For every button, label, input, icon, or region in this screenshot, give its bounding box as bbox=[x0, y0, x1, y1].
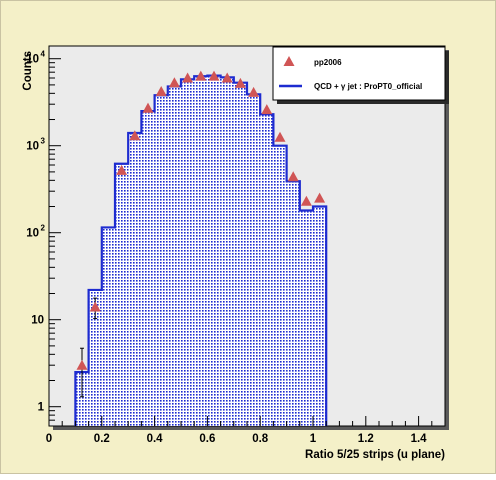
histogram-bar bbox=[75, 372, 89, 426]
histogram-bar bbox=[299, 210, 313, 426]
data-point-marker bbox=[300, 195, 312, 206]
x-tick-label: 1 bbox=[310, 433, 317, 445]
x-tick-label: 0.6 bbox=[199, 433, 215, 445]
histogram-bar bbox=[207, 75, 221, 426]
histogram-bar bbox=[286, 181, 300, 426]
data-point-marker bbox=[155, 85, 167, 96]
y-tick-exponent: 3 bbox=[41, 137, 46, 146]
data-point-marker bbox=[142, 102, 154, 113]
legend-label-pp2006: pp2006 bbox=[314, 58, 342, 67]
histogram-bar bbox=[141, 111, 155, 426]
histogram-bar bbox=[101, 227, 115, 426]
x-axis-label: Ratio 5/25 strips (u plane) bbox=[305, 449, 445, 461]
data-point-marker bbox=[274, 131, 286, 142]
histogram-bar bbox=[128, 132, 142, 426]
data-point-marker bbox=[221, 72, 233, 83]
y-tick-label: 10 bbox=[26, 141, 39, 153]
data-point-marker bbox=[248, 86, 260, 97]
data-point-marker bbox=[195, 70, 207, 81]
data-point-marker bbox=[234, 77, 246, 88]
x-tick-label: 1.4 bbox=[411, 433, 428, 445]
histogram-bar bbox=[167, 86, 181, 426]
histogram-bar bbox=[154, 95, 168, 427]
x-tick-label: 0.4 bbox=[147, 433, 164, 445]
y-tick-exponent: 2 bbox=[41, 224, 46, 233]
histogram-bar bbox=[233, 82, 247, 426]
data-point-marker bbox=[76, 359, 88, 370]
data-point-marker bbox=[168, 77, 180, 88]
y-tick-label: 10 bbox=[31, 315, 44, 327]
y-tick-exponent: 4 bbox=[41, 50, 46, 59]
legend: pp2006 QCD + γ jet : ProPT0_official bbox=[272, 46, 449, 104]
histogram-bar bbox=[115, 163, 129, 426]
data-point-marker bbox=[208, 70, 220, 81]
histogram-bar bbox=[260, 114, 274, 427]
y-tick-label: 1 bbox=[38, 402, 45, 414]
data-point-marker bbox=[116, 164, 128, 175]
x-tick-label: 0.2 bbox=[94, 433, 110, 445]
data-point-marker bbox=[314, 192, 326, 203]
legend-label-qcd: QCD + γ jet : ProPT0_official bbox=[314, 82, 422, 91]
histogram-bar bbox=[220, 77, 234, 426]
histogram-bar bbox=[273, 145, 287, 426]
histogram-bar bbox=[313, 206, 327, 426]
x-tick-label: 1.2 bbox=[358, 433, 374, 445]
data-point-marker bbox=[261, 104, 273, 115]
histogram-layer bbox=[74, 74, 328, 427]
legend-triangle-marker bbox=[283, 56, 295, 66]
histogram-bar bbox=[194, 76, 208, 426]
y-tick-label: 10 bbox=[26, 54, 39, 66]
histogram-bar bbox=[88, 289, 102, 426]
y-axis-label: Counts bbox=[22, 51, 34, 91]
data-point-marker bbox=[89, 301, 101, 312]
legend-box bbox=[272, 46, 446, 101]
data-point-marker bbox=[182, 72, 194, 83]
data-markers-layer bbox=[76, 70, 326, 398]
y-tick-label: 10 bbox=[26, 228, 39, 240]
x-tick-label: 0.8 bbox=[252, 433, 269, 445]
x-tick-label: 0 bbox=[46, 433, 52, 445]
data-point-marker bbox=[287, 171, 299, 182]
histogram-bar bbox=[181, 79, 195, 427]
data-point-marker bbox=[129, 130, 141, 141]
histogram-bar bbox=[247, 94, 261, 426]
